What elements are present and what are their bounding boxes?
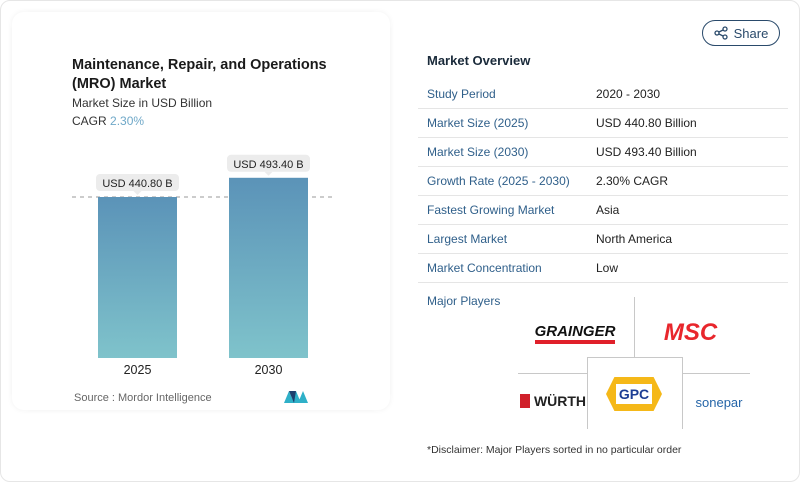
disclaimer: *Disclaimer: Major Players sorted in no … bbox=[427, 444, 682, 456]
data-label: USD 493.40 B bbox=[233, 159, 303, 171]
bar-2025 bbox=[98, 197, 177, 358]
overview-row: Market Size (2030) USD 493.40 Billion bbox=[418, 138, 788, 167]
sonepar-logo: sonepar bbox=[695, 394, 743, 410]
grainger-logo: GRAINGER bbox=[530, 318, 620, 348]
row-value: USD 493.40 Billion bbox=[596, 145, 697, 159]
row-value: Low bbox=[596, 261, 619, 275]
row-value: 2.30% CAGR bbox=[596, 174, 669, 188]
share-button[interactable]: Share bbox=[702, 20, 780, 46]
wurth-logo: WÜRTH bbox=[518, 388, 588, 414]
row-key: Fastest Growing Market bbox=[427, 203, 555, 217]
data-label-pointer bbox=[133, 191, 142, 195]
share-icon bbox=[713, 26, 728, 40]
row-value: Asia bbox=[596, 203, 620, 217]
bar-2030 bbox=[229, 177, 308, 358]
cagr: CAGR 2.30% bbox=[72, 114, 144, 128]
data-label-bg bbox=[96, 174, 179, 191]
overview-row: Market Size (2025) USD 440.80 Billion bbox=[418, 109, 788, 138]
overview-row: Growth Rate (2025 - 2030) 2.30% CAGR bbox=[418, 167, 788, 196]
data-label-bg bbox=[227, 154, 310, 172]
overview-row: Fastest Growing Market Asia bbox=[418, 196, 788, 225]
source-text: Source : Mordor Intelligence bbox=[74, 392, 212, 404]
major-players-label: Major Players bbox=[427, 294, 501, 308]
divider bbox=[634, 297, 635, 357]
chart-subtitle: Market Size in USD Billion bbox=[72, 96, 213, 110]
x-tick-label: 2030 bbox=[255, 363, 283, 377]
msc-logo: MSC bbox=[663, 319, 718, 346]
gpc-logo: GPC bbox=[606, 377, 662, 411]
data-label-pointer bbox=[264, 171, 273, 176]
row-value: USD 440.80 Billion bbox=[596, 116, 697, 130]
overview-row: Study Period 2020 - 2030 bbox=[418, 80, 788, 109]
overview-row: Largest Market North America bbox=[418, 225, 788, 254]
share-label: Share bbox=[733, 25, 769, 41]
chart-card bbox=[12, 12, 390, 410]
row-key: Market Size (2030) bbox=[427, 145, 529, 159]
x-tick-label: 2025 bbox=[124, 363, 152, 377]
overview-row: Market Concentration Low bbox=[418, 254, 788, 283]
row-key: Study Period bbox=[427, 87, 496, 101]
mordor-logo-icon bbox=[284, 391, 308, 403]
row-value: 2020 - 2030 bbox=[596, 87, 661, 101]
row-key: Market Concentration bbox=[427, 261, 542, 275]
row-value: North America bbox=[596, 232, 673, 246]
row-key: Growth Rate (2025 - 2030) bbox=[427, 174, 570, 188]
cagr-value: 2.30% bbox=[110, 114, 145, 128]
row-key: Largest Market bbox=[427, 232, 508, 246]
row-key: Market Size (2025) bbox=[427, 116, 529, 130]
market-overview-title: Market Overview bbox=[427, 53, 531, 68]
bar-chart: USD 440.80 B 2025 USD 493.40 B 2030 bbox=[72, 154, 336, 377]
cagr-label: CAGR bbox=[72, 114, 107, 128]
data-label: USD 440.80 B bbox=[102, 178, 172, 190]
chart-title: Maintenance, Repair, and Operations (MRO… bbox=[72, 57, 327, 92]
